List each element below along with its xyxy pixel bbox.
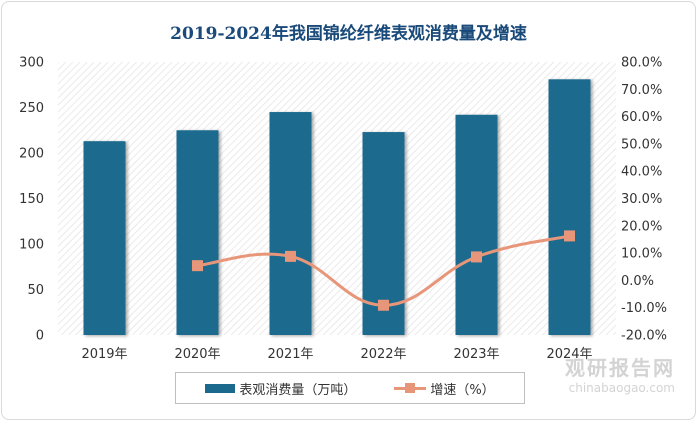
right-tick-label: 80.0% <box>621 56 662 71</box>
bar-2023年 <box>455 114 498 335</box>
legend-label-consumption: 表观消费量（万吨） <box>239 382 357 398</box>
growth-point-2021年 <box>285 250 296 262</box>
left-tick-label: 100 <box>19 238 44 253</box>
right-tick-label: 60.0% <box>621 110 662 125</box>
left-tick-label: 50 <box>27 283 44 298</box>
watermark-en: chinabaogao.com <box>568 381 675 395</box>
legend-label-growth: 增速（%） <box>430 382 495 398</box>
growth-point-2023年 <box>471 251 482 263</box>
legend: 表观消费量（万吨） 增速（%） <box>175 372 525 404</box>
right-tick-label: 0.0% <box>621 274 654 289</box>
growth-point-2024年 <box>564 230 575 242</box>
legend-item-growth: 增速（%） <box>394 379 495 398</box>
bar-2021年 <box>269 112 312 335</box>
legend-swatch-line <box>394 383 427 393</box>
chart-title: 2019-2024年我国锦纶纤维表观消费量及增速 <box>170 24 527 44</box>
watermark-cn: 观研报告网 <box>565 356 675 380</box>
legend-swatch-bar <box>205 383 236 393</box>
bar-2019年 <box>83 141 126 335</box>
right-tick-label: 50.0% <box>621 137 662 152</box>
right-tick-label: 40.0% <box>621 165 662 180</box>
watermark: 观研报告网 chinabaogao.com <box>565 352 675 395</box>
right-tick-label: 20.0% <box>621 219 662 234</box>
bar-2020年 <box>176 130 219 335</box>
bar-series <box>83 79 591 335</box>
right-tick-label: 30.0% <box>621 192 662 207</box>
left-axis: 0 50 100 150 200 250 300 <box>19 56 44 344</box>
right-tick-label: -20.0% <box>621 329 667 344</box>
x-tick-label: 2022年 <box>360 347 406 362</box>
right-tick-label: -10.0% <box>621 301 667 316</box>
x-tick-label: 2019年 <box>81 347 127 362</box>
right-tick-label: 70.0% <box>621 83 662 98</box>
plot-area-background <box>58 62 616 335</box>
x-tick-label: 2023年 <box>453 347 499 362</box>
line-series <box>192 230 575 311</box>
left-tick-label: 300 <box>19 56 44 71</box>
x-axis: 2019年 2020年 2021年 2022年 2023年 2024年 <box>81 347 592 362</box>
growth-point-2022年 <box>378 299 389 311</box>
right-tick-label: 10.0% <box>621 247 662 262</box>
bar-2024年 <box>548 79 591 335</box>
x-tick-label: 2020年 <box>174 347 220 362</box>
x-tick-label: 2024年 <box>546 347 592 362</box>
left-tick-label: 150 <box>19 192 44 207</box>
left-tick-label: 250 <box>19 101 44 116</box>
left-tick-label: 200 <box>19 147 44 162</box>
x-tick-label: 2021年 <box>267 347 313 362</box>
left-tick-label: 0 <box>36 329 44 344</box>
growth-point-2020年 <box>192 260 203 272</box>
right-axis: -20.0% -10.0% 0.0% 10.0% 20.0% 30.0% 40.0% 50.0… <box>621 56 667 344</box>
legend-item-consumption: 表观消费量（万吨） <box>205 379 356 398</box>
